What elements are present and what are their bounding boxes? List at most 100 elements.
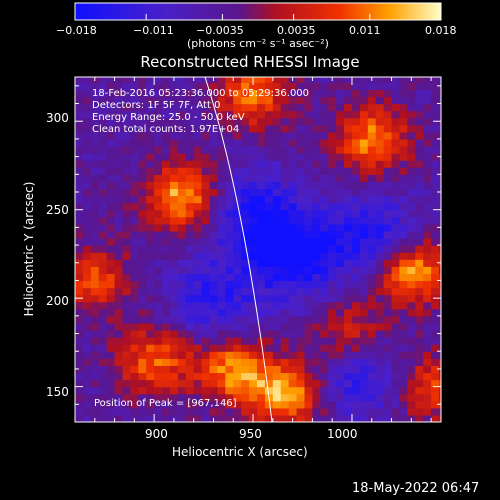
heatmap-cell xyxy=(351,223,361,232)
heatmap-cell xyxy=(225,365,234,374)
heatmap-cell xyxy=(177,252,187,260)
heatmap-cell xyxy=(336,103,345,112)
heatmap-cell xyxy=(138,294,147,303)
heatmap-cell xyxy=(122,82,131,90)
heatmap-cell xyxy=(122,400,131,409)
heatmap-cell xyxy=(383,216,393,225)
heatmap-cell xyxy=(185,379,195,388)
heatmap-cell xyxy=(201,372,211,381)
heatmap-cell xyxy=(431,202,440,211)
heatmap-cell xyxy=(90,146,100,154)
heatmap-cell xyxy=(146,216,155,225)
heatmap-cell xyxy=(225,181,234,190)
heatmap-cell xyxy=(264,146,274,154)
heatmap-cell xyxy=(320,252,329,260)
heatmap-cell xyxy=(351,167,361,175)
heatmap-cell xyxy=(439,167,441,175)
heatmap-cell xyxy=(391,344,401,352)
heatmap-cell xyxy=(154,407,163,416)
heatmap-cell xyxy=(122,89,131,98)
heatmap-cell xyxy=(233,110,242,119)
heatmap-cell xyxy=(288,266,298,274)
heatmap-cell xyxy=(177,287,187,296)
heatmap-cell xyxy=(336,238,345,246)
heatmap-cell xyxy=(90,280,100,289)
heatmap-cell xyxy=(122,174,131,182)
heatmap-cell xyxy=(98,315,108,324)
heatmap-cell xyxy=(264,124,274,133)
heatmap-cell xyxy=(257,273,266,282)
heatmap-cell xyxy=(209,351,219,359)
heatmap-cell xyxy=(249,330,258,338)
heatmap-cell xyxy=(98,238,108,246)
heatmap-cell xyxy=(336,174,345,182)
heatmap-cell xyxy=(375,96,385,105)
heatmap-cell xyxy=(383,146,393,154)
heatmap-cell xyxy=(304,379,313,388)
heatmap-cell xyxy=(185,287,195,296)
heatmap-cell xyxy=(146,252,155,260)
heatmap-cell xyxy=(122,77,131,83)
heatmap-cell xyxy=(383,223,393,232)
heatmap-cell xyxy=(154,308,163,317)
heatmap-cell xyxy=(193,266,203,274)
heatmap-cell xyxy=(106,372,116,381)
heatmap-cell xyxy=(367,223,377,232)
heatmap-cell xyxy=(185,117,195,126)
heatmap-cell xyxy=(415,77,424,83)
heatmap-cell xyxy=(90,337,100,345)
heatmap-cell xyxy=(415,393,424,402)
heatmap-cell xyxy=(312,266,321,274)
heatmap-cell xyxy=(328,330,337,338)
heatmap-cell xyxy=(169,259,179,267)
heatmap-cell xyxy=(169,344,179,352)
heatmap-cell xyxy=(359,195,369,204)
heatmap-cell xyxy=(241,216,250,225)
heatmap-cell xyxy=(304,131,313,140)
heatmap-cell xyxy=(383,209,393,218)
heatmap-cell xyxy=(257,386,266,395)
heatmap-cell xyxy=(312,280,321,289)
heatmap-cell xyxy=(367,294,377,303)
heatmap-cell xyxy=(177,238,187,246)
heatmap-cell xyxy=(367,344,377,352)
heatmap-cell xyxy=(233,407,242,416)
heatmap-cell xyxy=(320,308,329,317)
heatmap-cell xyxy=(439,315,441,324)
heatmap-cell xyxy=(225,315,234,324)
heatmap-cell xyxy=(114,379,124,388)
heatmap-cell xyxy=(423,407,432,416)
heatmap-cell xyxy=(217,174,226,182)
heatmap-cell xyxy=(75,181,84,190)
heatmap-cell xyxy=(288,315,298,324)
heatmap-cell xyxy=(264,103,274,112)
heatmap-cell xyxy=(264,216,274,225)
heatmap-cell xyxy=(415,259,424,267)
heatmap-cell xyxy=(233,322,242,331)
heatmap-cell xyxy=(169,131,179,140)
heatmap-cell xyxy=(375,280,385,289)
heatmap-cell xyxy=(225,301,234,310)
heatmap-cell xyxy=(367,322,377,331)
heatmap-cell xyxy=(138,400,147,409)
heatmap-cell xyxy=(98,188,108,197)
heatmap-cell xyxy=(130,365,139,374)
heatmap-cell xyxy=(177,110,187,119)
heatmap-cell xyxy=(82,245,92,253)
heatmap-cell xyxy=(304,344,313,352)
heatmap-cell xyxy=(320,124,329,133)
heatmap-cell xyxy=(201,266,211,274)
heatmap-cell xyxy=(272,414,282,422)
heatmap-cell xyxy=(351,138,361,147)
heatmap-cell xyxy=(169,266,179,274)
heatmap-cell xyxy=(122,160,131,168)
heatmap-cell xyxy=(264,280,274,289)
heatmap-cell xyxy=(201,209,211,218)
heatmap-cell xyxy=(351,266,361,274)
heatmap-cell xyxy=(241,365,250,374)
heatmap-cell xyxy=(169,174,179,182)
heatmap-cell xyxy=(138,167,147,175)
heatmap-cell xyxy=(122,351,131,359)
heatmap-cell xyxy=(344,407,353,416)
heatmap-cell xyxy=(154,379,163,388)
